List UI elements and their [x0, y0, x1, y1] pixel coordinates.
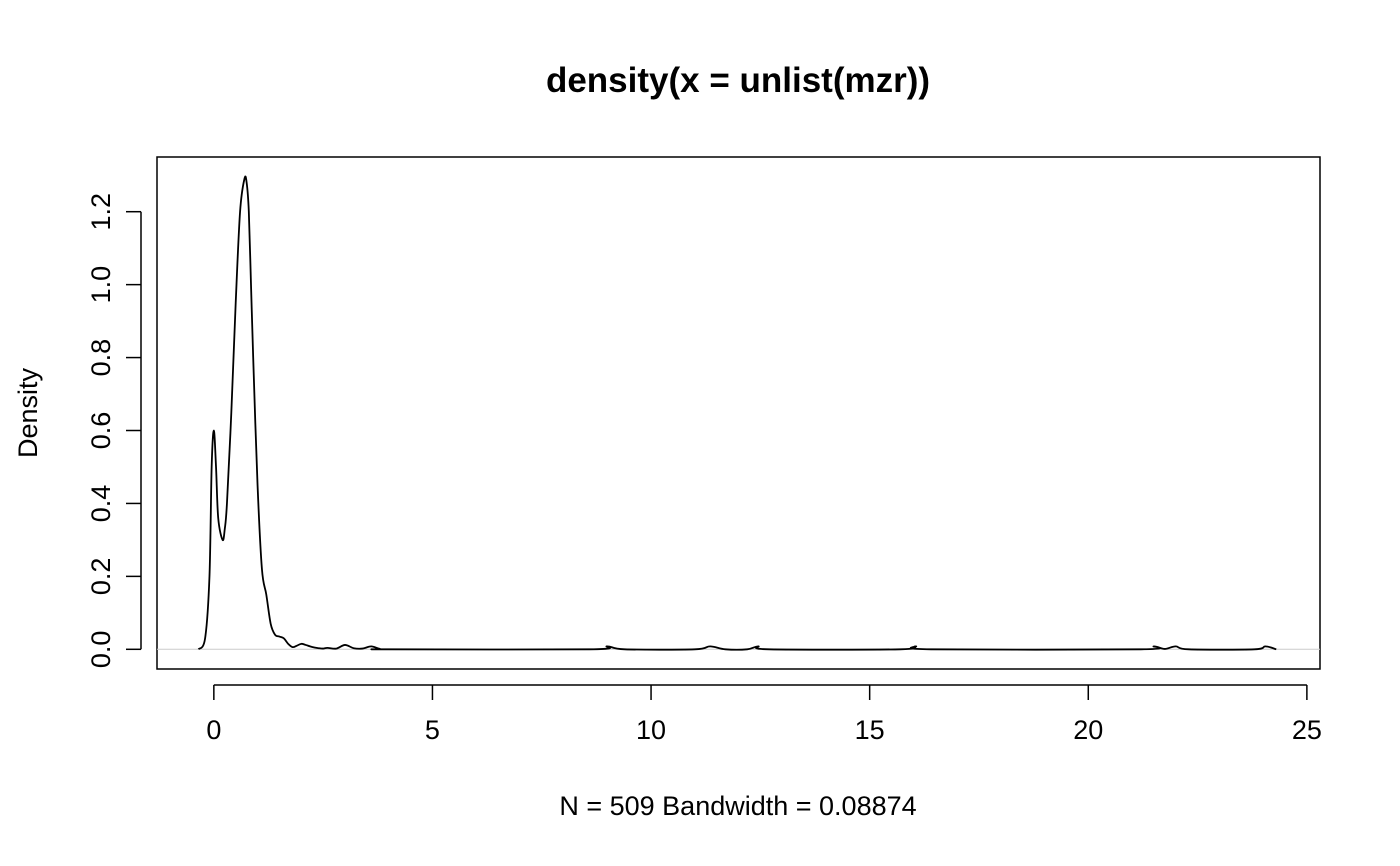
- x-axis: 0 5 10 15 20 25: [206, 684, 1322, 745]
- x-tick-label: 25: [1292, 715, 1322, 745]
- y-tick-label: 0.0: [86, 631, 116, 669]
- y-tick-label: 0.8: [86, 339, 116, 377]
- y-axis-label: Density: [13, 367, 43, 458]
- y-tick-label: 0.4: [86, 485, 116, 523]
- y-tick-label: 1.2: [86, 193, 116, 231]
- x-axis-label: N = 509 Bandwidth = 0.08874: [559, 791, 916, 821]
- x-tick-label: 0: [206, 715, 221, 745]
- x-tick-label: 15: [855, 715, 885, 745]
- x-tick-label: 20: [1073, 715, 1103, 745]
- plot-box: [156, 156, 1321, 670]
- x-tick-label: 10: [636, 715, 666, 745]
- y-tick-label: 0.6: [86, 412, 116, 450]
- y-tick-label: 1.0: [86, 266, 116, 304]
- y-tick-label: 0.2: [86, 558, 116, 596]
- chart-title: density(x = unlist(mzr)): [546, 61, 930, 100]
- y-axis: 0.0 0.2 0.4 0.6 0.8 1.0 1.2: [86, 193, 142, 669]
- x-tick-label: 5: [425, 715, 440, 745]
- density-curve: [197, 175, 1277, 651]
